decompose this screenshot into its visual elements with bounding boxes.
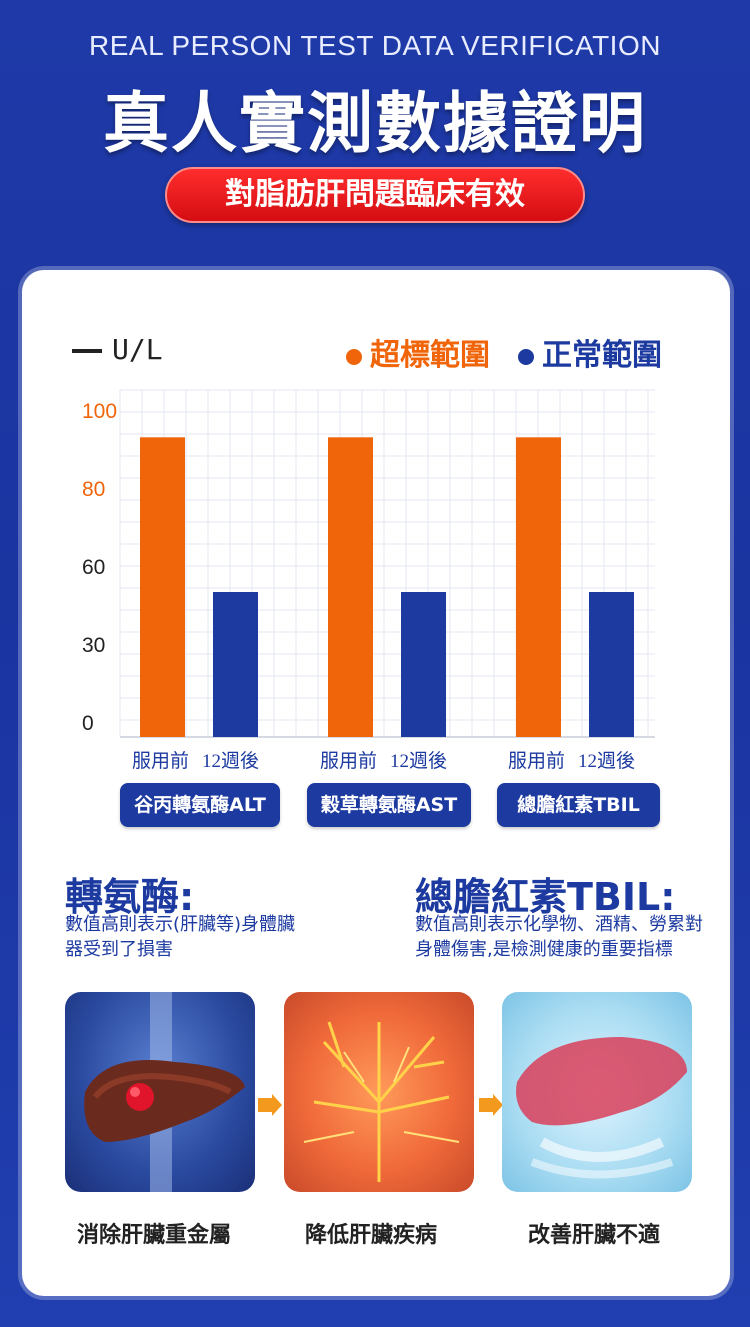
- y-tick-label: 100: [82, 400, 117, 423]
- note-text-bilirubin: 數值高則表示化學物、酒精、勞累對 身體傷害,是檢測健康的重要指標: [415, 912, 703, 962]
- liver-inflammation-image: [284, 992, 474, 1192]
- bar-before: [516, 437, 561, 737]
- orange-dot-icon: [346, 348, 362, 365]
- group-label-tbil: 總膽紅素TBIL: [497, 783, 660, 827]
- caption-liver-disease: 降低肝臟疾病: [305, 1223, 438, 1248]
- bar-after: [401, 592, 446, 737]
- healthy-liver-illustration: [516, 1037, 687, 1179]
- liver-xray-image: [65, 992, 255, 1192]
- line-legend-icon: [72, 349, 102, 353]
- bar-before: [140, 437, 185, 737]
- bar-label-after: 12週後: [390, 750, 447, 772]
- bar-label-after: 12週後: [578, 750, 635, 772]
- liver-illustration: [84, 992, 245, 1192]
- unit-legend: U/L: [72, 333, 163, 366]
- group-label-alt: 谷丙轉氨酶ALT: [120, 783, 280, 827]
- y-tick-label: 0: [82, 712, 94, 735]
- caption-heavy-metals: 消除肝臟重金屬: [77, 1223, 232, 1248]
- group-label-ast: 穀草轉氨酶AST: [307, 783, 471, 827]
- legend-over-range: 超標範圍: [346, 330, 490, 374]
- legend-normal-label: 正常範圍: [542, 338, 662, 373]
- bar-after: [213, 592, 258, 737]
- arrow-right-icon: [258, 1094, 282, 1116]
- bar-label-before: 服用前: [132, 750, 189, 772]
- note-title-transaminase: 轉氨酶:: [65, 875, 195, 919]
- caption-liver-discomfort: 改善肝臟不適: [528, 1223, 661, 1248]
- legend-over-label: 超標範圍: [370, 338, 490, 373]
- note-line: 身體傷害,是檢測健康的重要指標: [415, 939, 673, 960]
- unit-label: U/L: [112, 333, 163, 366]
- claim-banner: 對脂肪肝問題臨床有效: [165, 167, 585, 223]
- bar-after: [589, 592, 634, 737]
- healthy-liver-image: [502, 992, 692, 1192]
- bar-label-before: 服用前: [320, 750, 377, 772]
- note-line: 數值高則表示化學物、酒精、勞累對: [415, 914, 703, 935]
- note-line: 數值高則表示(肝臟等)身體臟: [65, 914, 296, 935]
- note-text-transaminase: 數值高則表示(肝臟等)身體臟 器受到了損害: [65, 912, 295, 962]
- note-line: 器受到了損害: [65, 939, 173, 960]
- bar-label-before: 服用前: [508, 750, 565, 772]
- y-tick-label: 30: [82, 634, 105, 657]
- note-title-bilirubin: 總膽紅素TBIL:: [415, 875, 676, 919]
- arrow-right-icon: [479, 1094, 503, 1116]
- bar-label-after: 12週後: [202, 750, 259, 772]
- legend-normal-range: 正常範圍: [518, 330, 662, 374]
- page-title: 真人實測數據證明: [103, 85, 647, 162]
- liver-vessels-illustration: [303, 1021, 460, 1182]
- blue-dot-icon: [518, 348, 534, 365]
- y-tick-label: 80: [82, 478, 105, 501]
- y-tick-label: 60: [82, 556, 105, 579]
- bar-before: [328, 437, 373, 737]
- english-subtitle: REAL PERSON TEST DATA VERIFICATION: [89, 30, 661, 61]
